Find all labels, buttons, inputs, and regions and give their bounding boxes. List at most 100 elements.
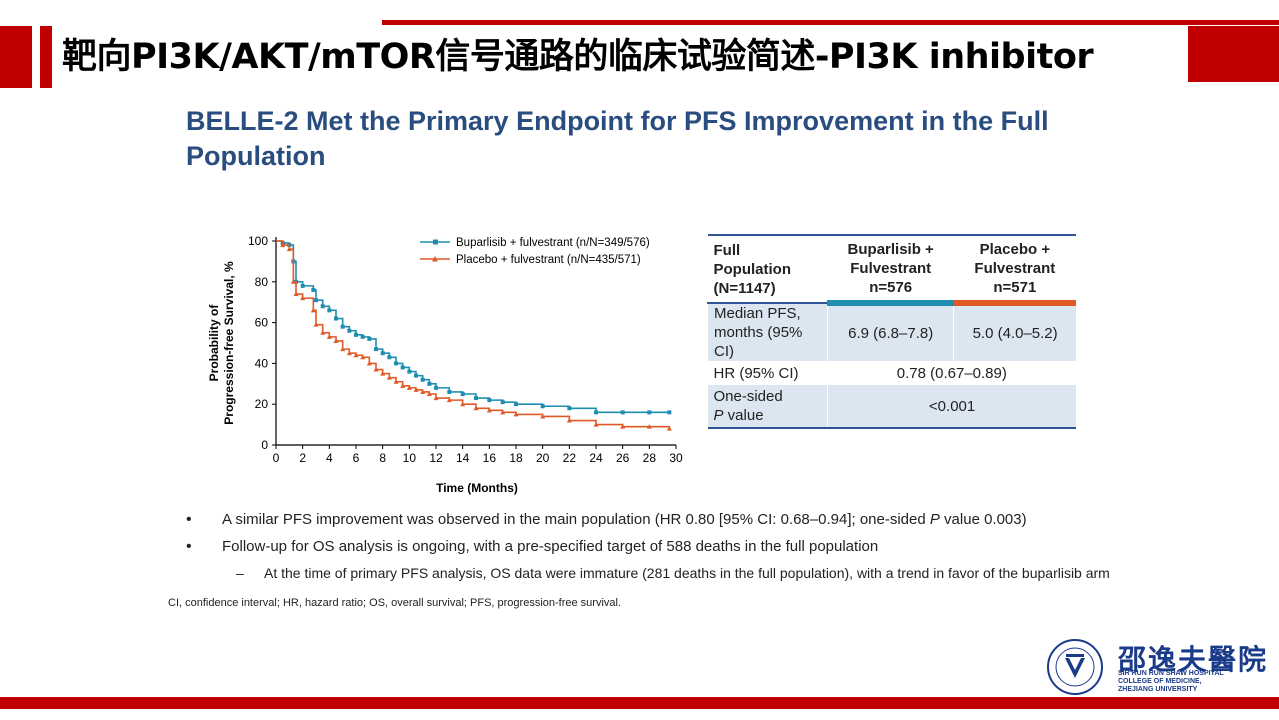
hospital-name-en: SIR RUN RUN SHAW HOSPITAL COLLEGE OF MED… <box>1118 670 1224 693</box>
bullet-2-text: Follow-up for OS analysis is ongoing, wi… <box>222 538 879 555</box>
censor-mark <box>326 334 332 339</box>
x-tick-label: 6 <box>353 451 360 465</box>
censor-mark <box>353 352 359 358</box>
x-tick-label: 14 <box>456 451 470 465</box>
censor-mark <box>386 375 392 380</box>
censor-mark <box>313 322 319 327</box>
x-tick-label: 28 <box>643 451 657 465</box>
x-tick-label: 24 <box>589 451 603 465</box>
censor-mark <box>406 385 412 390</box>
series-line-placebo <box>276 240 671 429</box>
censor-mark <box>500 409 506 415</box>
censor-mark <box>413 387 419 392</box>
censor-mark <box>367 336 372 341</box>
km-chart: 0 2 4 6 8 10 12 14 16 18 20 22 24 26 28 30020406080100 … <box>207 234 683 495</box>
censor-mark <box>647 410 652 415</box>
censor-mark <box>314 298 318 303</box>
header-right-block <box>1188 26 1279 82</box>
median-buparlisib: 6.9 (6.8–7.8) <box>827 303 954 361</box>
censor-mark <box>487 398 492 403</box>
censor-mark <box>366 360 372 366</box>
censor-mark <box>513 411 519 417</box>
x-tick-label: 30 <box>669 451 683 465</box>
legend-label: Placebo + fulvestrant (n/N=435/571) <box>456 254 641 266</box>
page-title: 靶向PI3K/AKT/mTOR信号通路的临床试验简述-PI3K inhibito… <box>62 37 1094 77</box>
x-tick-label: 18 <box>509 451 523 465</box>
x-tick-label: 0 <box>273 451 280 465</box>
censor-mark <box>620 424 626 429</box>
censor-mark <box>473 405 479 411</box>
censor-mark <box>394 361 398 366</box>
censor-mark <box>334 316 338 321</box>
censor-mark <box>346 350 352 356</box>
censor-mark <box>373 367 379 372</box>
censor-mark <box>447 389 452 394</box>
censor-mark <box>446 397 452 403</box>
censor-mark <box>427 381 432 386</box>
censor-mark <box>290 279 296 284</box>
y-axis-label-line2: Progression-free Survival, % <box>222 261 236 425</box>
x-tick-label: 4 <box>326 451 333 465</box>
censor-mark <box>474 396 478 401</box>
censor-mark <box>514 402 518 407</box>
y-tick-label: 80 <box>255 275 269 289</box>
censor-mark <box>460 401 466 407</box>
censor-mark <box>433 395 439 401</box>
footnote: CI, confidence interval; HR, hazard rati… <box>168 597 622 609</box>
censor-mark <box>293 291 299 297</box>
censor-mark <box>567 406 572 411</box>
header-accent-bar <box>40 26 52 88</box>
censor-mark <box>286 246 292 252</box>
y-axis-label-line1: Probability of <box>207 304 221 382</box>
censor-mark <box>320 330 326 335</box>
y-tick-label: 60 <box>255 316 269 330</box>
y-tick-label: 20 <box>255 397 269 411</box>
censor-mark <box>393 379 399 384</box>
censor-mark <box>347 328 352 333</box>
table-header-placebo: Placebo + Fulvestrant n=571 <box>953 234 1076 306</box>
table-row-hr: HR (95% CI) 0.78 (0.67–0.89) <box>708 361 1077 385</box>
censor-mark <box>593 422 599 427</box>
censor-mark <box>420 377 425 382</box>
censor-mark <box>360 334 365 339</box>
censor-mark <box>380 371 386 376</box>
median-placebo: 5.0 (4.0–5.2) <box>953 303 1076 361</box>
censor-mark <box>414 373 418 378</box>
censor-mark <box>460 392 465 396</box>
sub-bullet-text: At the time of primary PFS analysis, OS … <box>264 565 1110 581</box>
bullet-1: • <box>186 511 192 528</box>
censor-mark <box>486 407 492 413</box>
censor-mark <box>380 351 385 356</box>
series-line-buparlisib <box>276 240 670 414</box>
pvalue-value: <0.001 <box>827 385 1076 429</box>
censor-mark <box>646 424 652 429</box>
x-tick-label: 8 <box>379 451 386 465</box>
censor-mark <box>400 365 405 370</box>
censor-mark <box>311 287 316 292</box>
censor-mark <box>354 332 358 337</box>
censor-mark <box>620 410 625 415</box>
censor-mark <box>540 413 546 419</box>
footer-bar <box>0 697 1279 709</box>
censor-mark <box>500 400 505 405</box>
legend-marker <box>433 239 438 245</box>
header-top-line <box>382 20 1279 25</box>
censor-mark <box>667 410 672 415</box>
censor-mark <box>666 426 672 431</box>
censor-mark <box>320 304 325 309</box>
x-tick-label: 16 <box>483 451 497 465</box>
censor-mark <box>333 338 339 343</box>
y-tick-label: 100 <box>248 234 268 248</box>
legend-marker <box>432 256 438 262</box>
censor-mark <box>426 391 432 396</box>
censor-mark <box>400 383 406 388</box>
slide-title: BELLE-2 Met the Primary Endpoint for PFS… <box>186 106 1049 171</box>
hospital-seal-icon <box>1047 639 1103 695</box>
censor-mark <box>434 385 438 390</box>
pfs-table: Full Population (N=1147) Buparlisib + Fu… <box>706 234 1077 429</box>
censor-mark <box>387 355 392 360</box>
censor-mark <box>340 346 346 352</box>
hr-label: HR (95% CI) <box>713 364 799 382</box>
bullet-2: • <box>186 538 192 555</box>
